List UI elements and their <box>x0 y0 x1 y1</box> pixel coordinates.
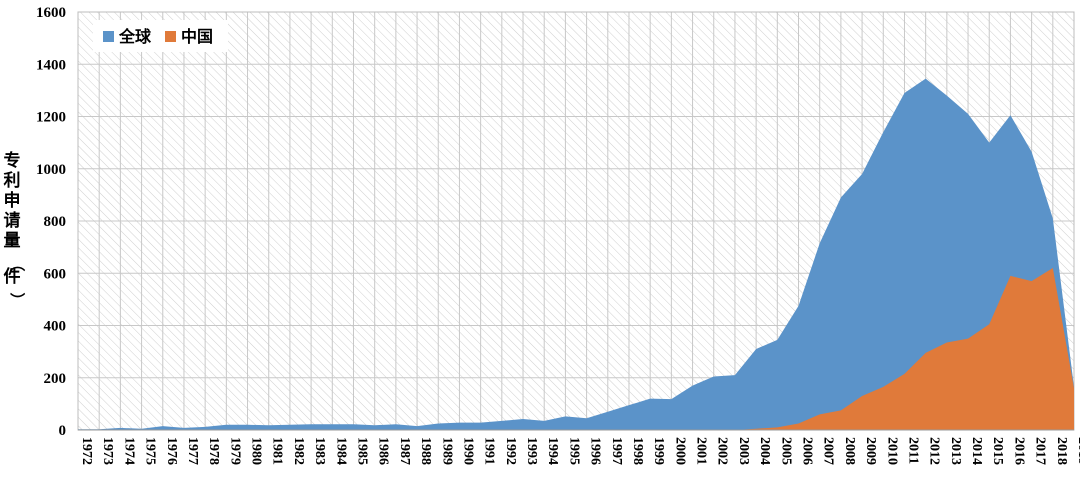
x-tick-label: 1989 <box>439 437 454 465</box>
y-axis-label-char: ） <box>8 292 26 307</box>
x-tick-label: 1980 <box>249 437 264 465</box>
x-tick-label: 1976 <box>164 437 179 465</box>
y-axis-label-char: 申 <box>4 190 21 211</box>
x-tick-label: 1981 <box>270 437 285 465</box>
area-global <box>78 78 1074 431</box>
area-china <box>78 268 1074 430</box>
x-tick-label: 1997 <box>609 437 624 465</box>
x-tick-label: 1972 <box>79 437 94 465</box>
x-tick-label: 2010 <box>884 437 899 465</box>
x-tick-label: 2013 <box>948 437 963 465</box>
x-tick-label: 1974 <box>121 437 136 465</box>
x-tick-label: 2003 <box>736 437 751 465</box>
x-tick-label: 1988 <box>418 437 433 465</box>
x-tick-label: 2007 <box>821 437 836 465</box>
x-tick-label: 1990 <box>460 437 475 465</box>
x-tick-label: 1996 <box>588 437 603 465</box>
x-tick-label: 1991 <box>482 437 497 465</box>
x-tick-label: 1994 <box>545 437 560 465</box>
x-tick-label: 1982 <box>291 437 306 465</box>
x-tick-label: 2016 <box>1011 437 1026 465</box>
x-tick-label: 2009 <box>863 437 878 465</box>
x-tick-label: 1993 <box>524 437 539 465</box>
y-tick-label: 1400 <box>36 57 66 73</box>
x-tick-label: 2014 <box>969 437 984 465</box>
x-tick-label: 1977 <box>185 437 200 465</box>
area-series <box>78 78 1074 431</box>
x-tick-label: 1992 <box>503 437 518 465</box>
y-axis-ticks: 0 200 400 600 800 1000 1200 1400 1600 <box>36 5 66 439</box>
y-tick-label: 400 <box>44 319 67 335</box>
y-tick-label: 200 <box>44 371 67 387</box>
x-tick-label: 1983 <box>312 437 327 465</box>
x-tick-label: 1979 <box>227 437 242 465</box>
x-axis-ticks: 1972 1973 1974 1975 1976 1977 1978 1979 1980 1981… <box>79 437 1080 465</box>
y-axis-label-char: 件 <box>4 266 21 287</box>
x-tick-label: 2000 <box>672 437 687 465</box>
y-axis-label-char: 量 <box>4 230 21 251</box>
x-tick-label: 2002 <box>715 437 730 465</box>
x-tick-label: 1985 <box>354 437 369 465</box>
x-tick-label: 1975 <box>143 437 158 465</box>
x-tick-label: 1978 <box>206 437 221 465</box>
legend: 全球 中国 <box>93 20 228 52</box>
y-axis-label-char: 专 <box>4 150 21 171</box>
y-tick-label: 1600 <box>36 5 66 21</box>
x-tick-label: 1984 <box>333 437 348 465</box>
legend-label: 中国 <box>181 27 213 46</box>
x-tick-label: 1995 <box>566 437 581 465</box>
x-tick-label: 1986 <box>376 437 391 465</box>
legend-swatch <box>103 31 114 42</box>
x-tick-label: 2008 <box>842 437 857 465</box>
x-tick-label: 2004 <box>757 437 772 465</box>
legend-label: 全球 <box>118 27 152 46</box>
x-tick-label: 2005 <box>778 437 793 465</box>
x-tick-label: 1998 <box>630 437 645 465</box>
y-tick-label: 1000 <box>36 162 66 178</box>
y-tick-label: 0 <box>59 423 67 439</box>
y-tick-label: 600 <box>44 266 67 282</box>
x-tick-label: 2012 <box>927 437 942 465</box>
x-tick-label: 2019 <box>1075 437 1080 465</box>
x-tick-label: 1987 <box>397 437 412 465</box>
y-tick-label: 1200 <box>36 110 66 126</box>
legend-swatch <box>165 31 176 42</box>
y-tick-label: 800 <box>44 214 67 230</box>
x-tick-label: 1973 <box>100 437 115 465</box>
y-axis-label-char: 请 <box>4 211 21 231</box>
legend-box <box>93 20 228 52</box>
x-tick-label: 2017 <box>1033 437 1048 465</box>
x-tick-label: 2006 <box>800 437 815 465</box>
x-tick-label: 2001 <box>694 437 709 465</box>
y-axis-label-char: 利 <box>4 170 21 191</box>
grid-lines <box>77 11 1075 431</box>
x-tick-label: 1999 <box>651 437 666 465</box>
y-axis-label-char: （ <box>8 256 26 271</box>
x-tick-label: 2015 <box>990 437 1005 465</box>
x-tick-label: 2011 <box>905 437 920 464</box>
x-tick-label: 2018 <box>1054 437 1069 465</box>
